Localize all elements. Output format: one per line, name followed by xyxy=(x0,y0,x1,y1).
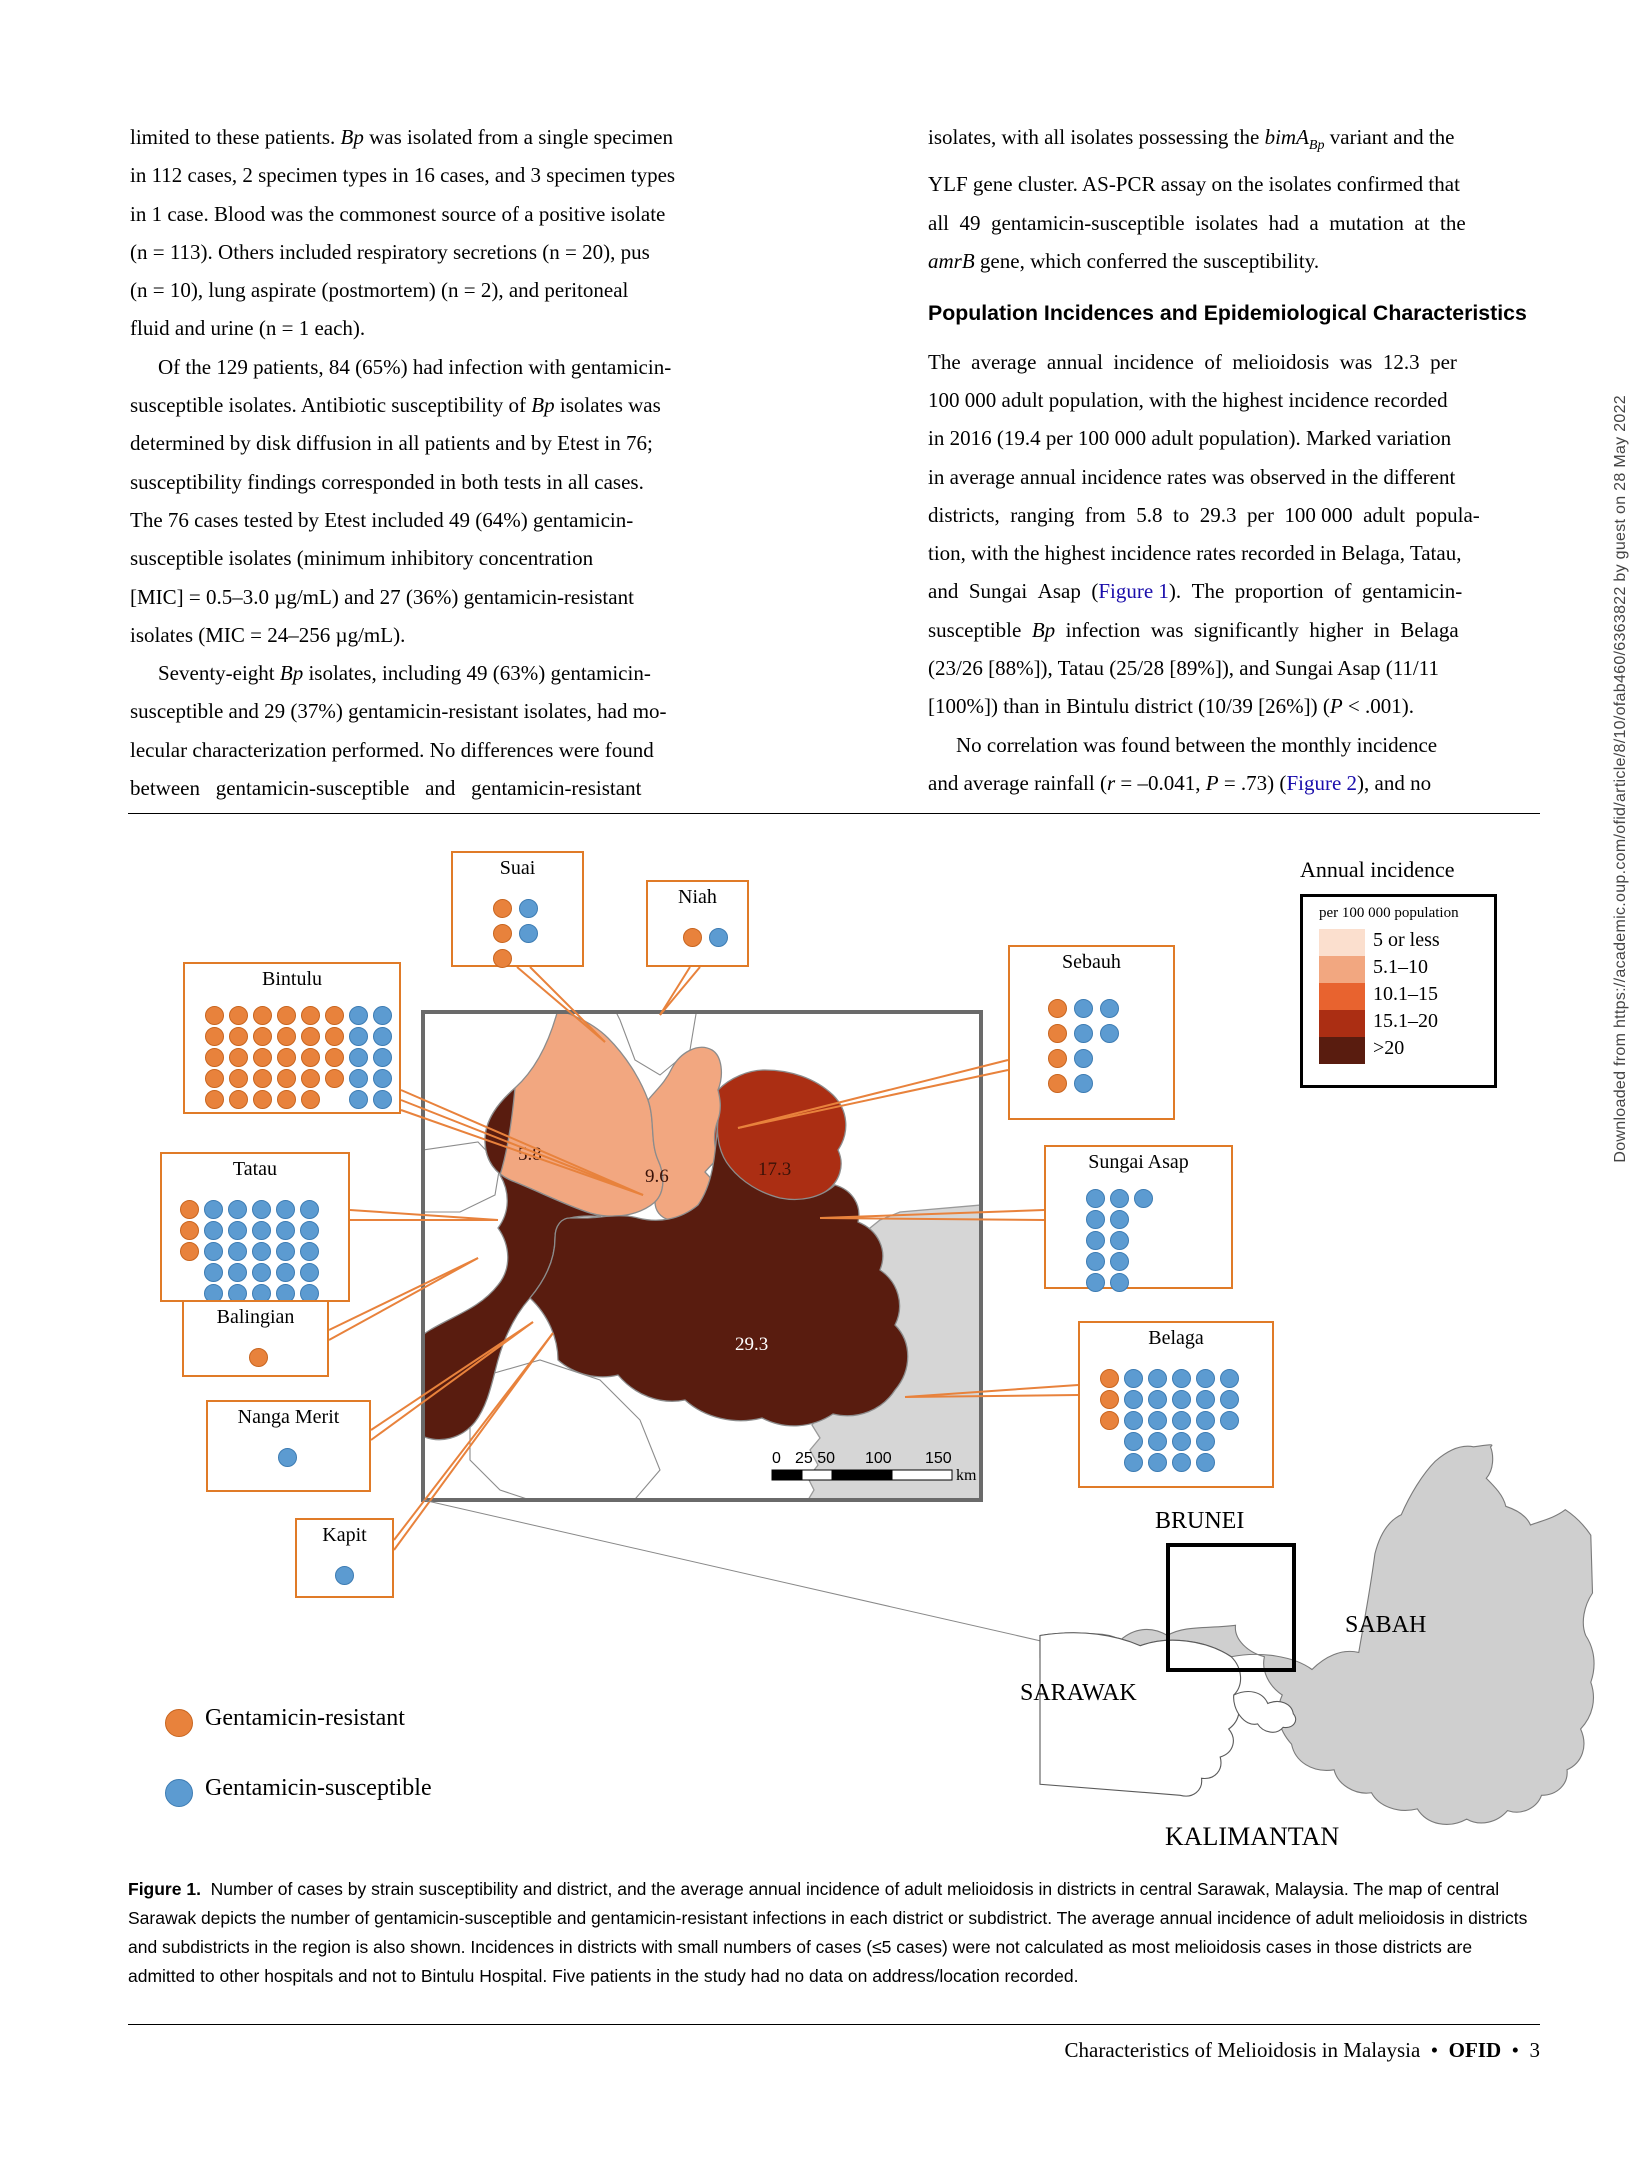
svg-text:0: 0 xyxy=(772,1450,781,1467)
svg-text:SABAH: SABAH xyxy=(1345,1612,1426,1638)
svg-text:100: 100 xyxy=(865,1450,892,1467)
svg-text:km: km xyxy=(956,1467,977,1484)
svg-text:25 50: 25 50 xyxy=(795,1450,835,1467)
svg-text:22.1: 22.1 xyxy=(450,1284,483,1305)
svg-text:SARAWAK: SARAWAK xyxy=(1020,1680,1137,1706)
svg-text:29.3: 29.3 xyxy=(735,1334,768,1355)
svg-text:150: 150 xyxy=(925,1450,952,1467)
svg-text:BRUNEI: BRUNEI xyxy=(1155,1508,1244,1534)
svg-text:17.3: 17.3 xyxy=(758,1159,791,1180)
svg-text:9.6: 9.6 xyxy=(645,1166,669,1187)
svg-text:KALIMANTAN: KALIMANTAN xyxy=(1165,1822,1339,1851)
